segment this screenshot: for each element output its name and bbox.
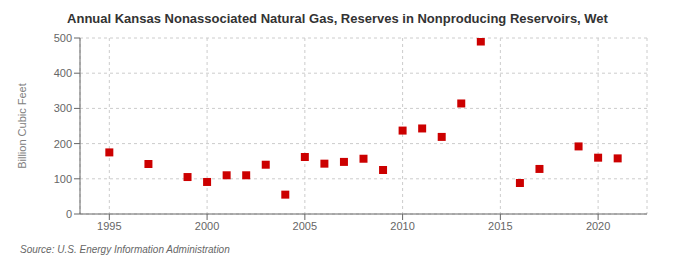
svg-text:1995: 1995 [97,220,121,232]
svg-text:2005: 2005 [293,220,317,232]
svg-text:400: 400 [54,67,72,79]
svg-text:100: 100 [54,173,72,185]
svg-text:Billion Cubic Feet: Billion Cubic Feet [16,83,28,169]
svg-text:200: 200 [54,138,72,150]
svg-text:0: 0 [66,208,72,220]
html-text:Annual Kansas Nonassociated Na: Annual Kansas Nonassociated Natural Gas,… [67,11,608,26]
svg-text:300: 300 [54,102,72,114]
svg-text:500: 500 [54,32,72,44]
svg-text:2010: 2010 [390,220,414,232]
svg-text:2000: 2000 [195,220,219,232]
svg-text:2015: 2015 [488,220,512,232]
svg-text:2020: 2020 [586,220,610,232]
html-text:Source: U.S. Energy Informatio: Source: U.S. Energy Information Administ… [20,244,230,255]
